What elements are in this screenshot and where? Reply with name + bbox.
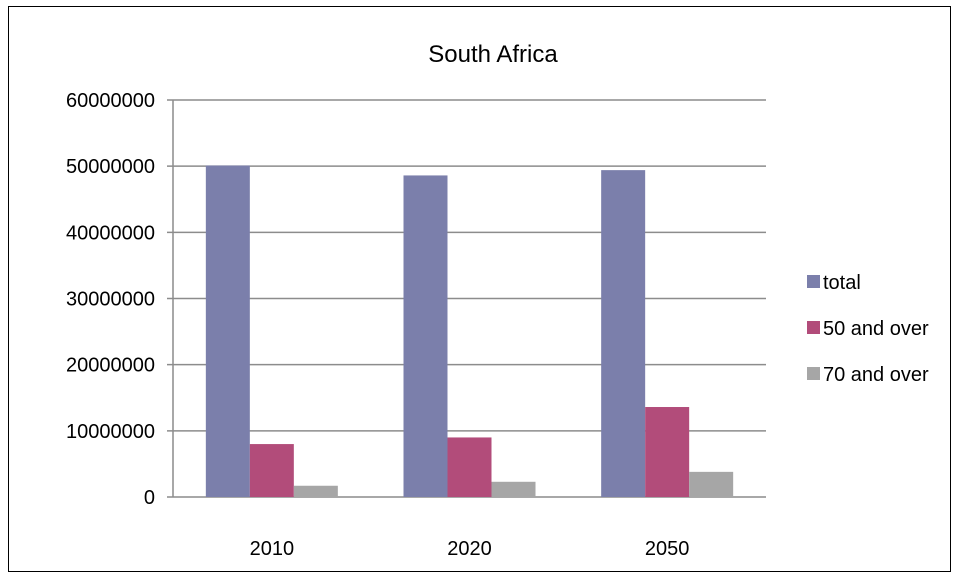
- chart-title: South Africa: [428, 41, 558, 68]
- bar: [293, 485, 338, 497]
- x-axis-tick-labels: 2010 2020 2050: [250, 538, 690, 560]
- y-tick-label: 40000000: [66, 222, 155, 244]
- bar: [249, 444, 294, 497]
- x-tick-label: 2020: [447, 538, 492, 560]
- gridlines: [167, 99, 766, 432]
- legend-label: 50 and over: [823, 318, 929, 340]
- bars: [205, 165, 734, 498]
- bar: [491, 481, 536, 497]
- bar: [205, 165, 250, 497]
- legend-label: total: [823, 272, 861, 294]
- bar: [447, 437, 492, 497]
- bar: [645, 407, 690, 497]
- y-tick-label: 20000000: [66, 355, 155, 377]
- y-tick-label: 30000000: [66, 289, 155, 311]
- y-tick-label: 50000000: [66, 156, 155, 178]
- bar: [403, 175, 448, 497]
- chart-frame: South Africa 0 10000000 20000000 30000000 40…: [8, 6, 951, 572]
- y-tick-label: 10000000: [66, 421, 155, 443]
- y-axis-tick-labels: 0 10000000 20000000 30000000 40000000 5000000…: [66, 90, 155, 509]
- y-tick-label: 0: [144, 487, 155, 509]
- bar-chart: South Africa 0 10000000 20000000 30000000 40…: [66, 41, 929, 560]
- x-tick-label: 2010: [250, 538, 295, 560]
- legend-swatch: [807, 367, 820, 380]
- legend-swatch: [807, 321, 820, 334]
- legend-label: 70 and over: [823, 364, 929, 386]
- y-tick-label: 60000000: [66, 90, 155, 112]
- x-tick-label: 2050: [645, 538, 690, 560]
- bar: [601, 170, 646, 498]
- legend: total 50 and over 70 and over: [807, 272, 929, 386]
- bar: [689, 471, 734, 497]
- legend-swatch: [807, 275, 820, 288]
